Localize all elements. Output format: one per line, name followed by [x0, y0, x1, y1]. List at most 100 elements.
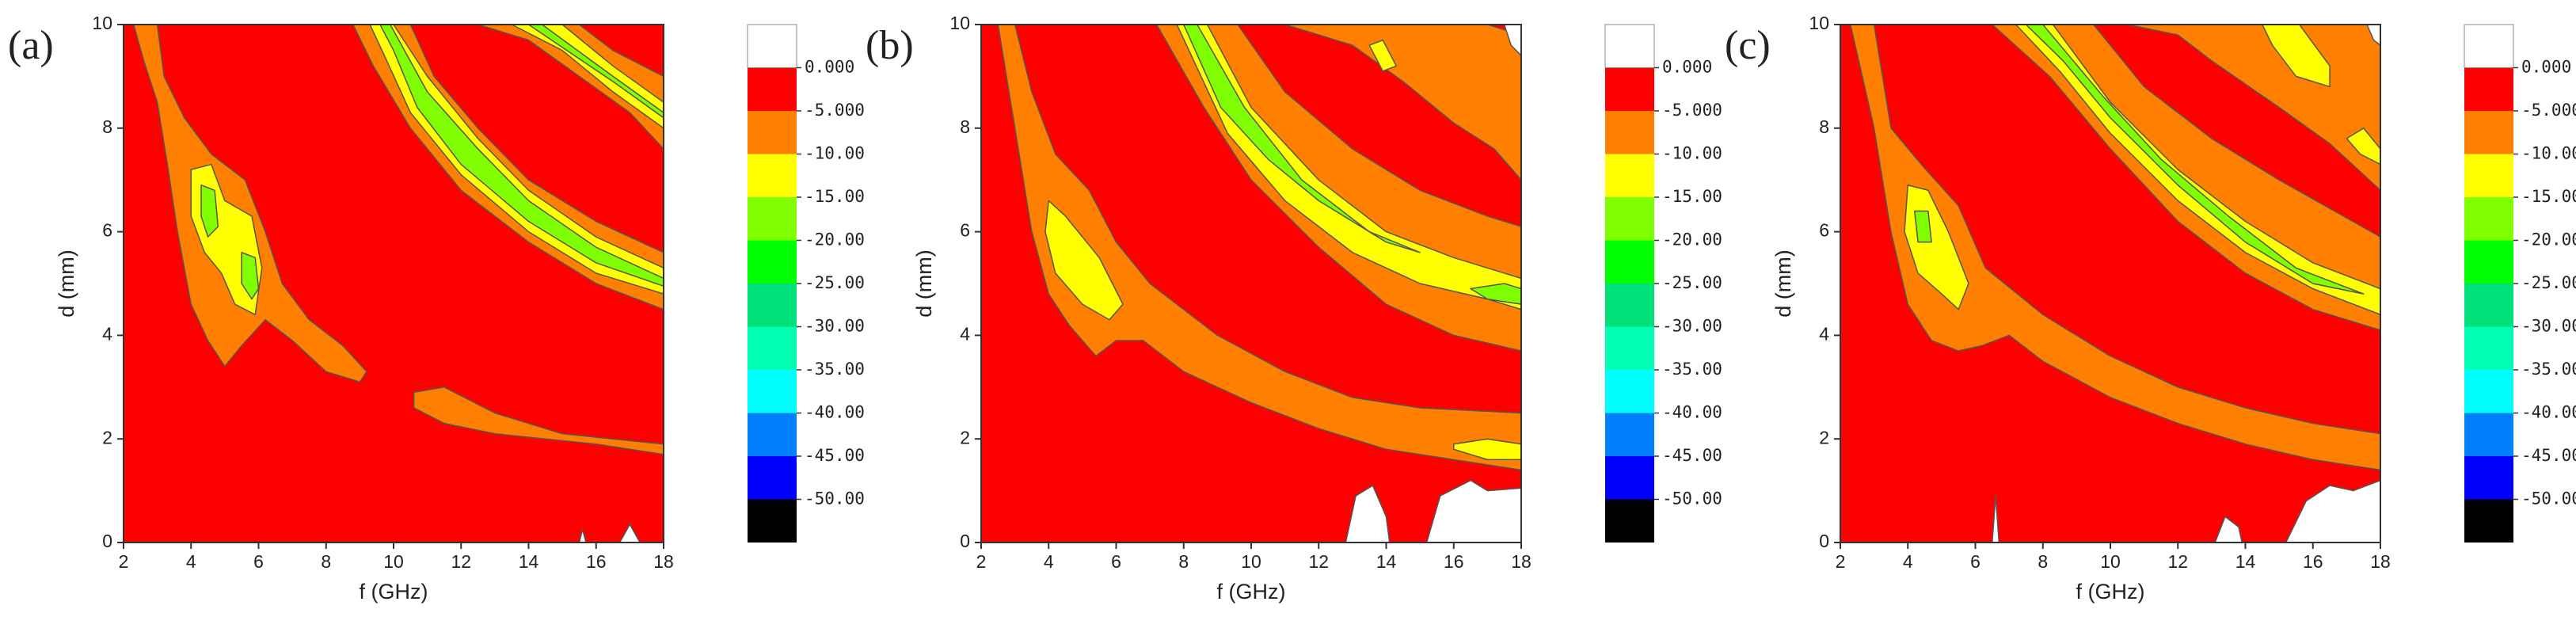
colorbar-swatch: [1605, 67, 1654, 111]
x-tick-label: 10: [383, 551, 404, 572]
panel-label: (b): [866, 23, 914, 68]
y-tick-label: 6: [1819, 220, 1829, 241]
colorbar-label: -50.00: [2521, 489, 2576, 508]
contour-region: [2025, 25, 2365, 295]
y-tick-label: 4: [1819, 323, 1829, 344]
colorbar-label: -15.00: [2521, 187, 2576, 206]
colorbar-label: -40.00: [2521, 403, 2576, 422]
y-tick-label: 10: [1809, 13, 1829, 33]
contour-region: [1425, 479, 1521, 543]
y-axis-label: d (mm): [912, 249, 936, 317]
colorbar-swatch: [1605, 284, 1654, 327]
colorbar-swatch: [747, 24, 797, 68]
contour-region: [1183, 25, 1421, 253]
x-tick-label: 2: [119, 551, 129, 572]
colorbar-label: -10.00: [805, 144, 865, 163]
colorbar-label: -25.00: [2521, 273, 2576, 292]
y-tick-label: 0: [960, 531, 970, 551]
y-axis-label: d (mm): [1771, 249, 1795, 317]
x-tick-label: 10: [1241, 551, 1261, 572]
contour-region: [241, 252, 260, 300]
colorbar-label: -45.00: [805, 446, 865, 465]
colorbar-swatch: [2464, 154, 2513, 197]
x-tick-label: 2: [1836, 551, 1846, 572]
x-tick-label: 6: [1970, 551, 1981, 572]
contour-region: [527, 25, 664, 119]
colorbar-swatch: [1605, 456, 1654, 500]
colorbar-swatch: [1605, 499, 1654, 543]
colorbar-swatch: [1605, 111, 1654, 154]
contour-region: [2366, 25, 2380, 46]
colorbar-swatch: [2464, 24, 2514, 68]
y-tick-label: 2: [960, 427, 970, 447]
colorbar-swatch: [748, 284, 797, 327]
colorbar-label: 0.000: [1662, 58, 1712, 77]
colorbar-swatch: [1605, 370, 1654, 413]
colorbar-label: -30.00: [2521, 317, 2576, 336]
colorbar-swatch: [1604, 24, 1655, 68]
y-tick-label: 8: [102, 116, 112, 137]
x-tick-label: 14: [1376, 551, 1397, 572]
contour-region: [124, 25, 664, 543]
contour-plot: [124, 25, 664, 543]
y-axis-label: d (mm): [55, 249, 78, 317]
colorbar-label: -15.00: [1662, 187, 1722, 206]
colorbar-label: 0.000: [2521, 58, 2571, 77]
x-tick-label: 10: [2100, 551, 2121, 572]
y-tick-label: 0: [102, 531, 112, 551]
colorbar-swatch: [2464, 370, 2513, 413]
contour-region: [1914, 210, 1932, 243]
x-tick-label: 8: [2038, 551, 2048, 572]
y-tick-label: 4: [960, 323, 970, 344]
y-tick-label: 0: [1819, 531, 1829, 551]
colorbar-label: -5.000: [2521, 101, 2576, 120]
x-tick-label: 18: [2370, 551, 2391, 572]
colorbar-label: -45.00: [1662, 446, 1722, 465]
x-tick-label: 2: [976, 551, 987, 572]
x-tick-label: 8: [1178, 551, 1189, 572]
colorbar-swatch: [748, 154, 797, 197]
contour-region: [1453, 438, 1521, 461]
x-tick-label: 12: [451, 551, 471, 572]
x-tick-label: 4: [1903, 551, 1913, 572]
contour-region: [1044, 200, 1124, 321]
colorbar-swatch: [748, 326, 797, 370]
x-tick-label: 6: [253, 551, 264, 572]
y-tick-label: 10: [949, 13, 970, 33]
colorbar-swatch: [2464, 240, 2513, 284]
y-tick-label: 6: [960, 220, 970, 241]
colorbar-swatch: [748, 197, 797, 241]
x-tick-label: 4: [1044, 551, 1054, 572]
colorbar-swatch: [2464, 67, 2513, 111]
x-tick-label: 16: [1444, 551, 1464, 572]
x-tick-label: 4: [186, 551, 196, 572]
colorbar-label: -5.000: [805, 101, 865, 120]
colorbar-label: -45.00: [2521, 446, 2576, 465]
contour-region: [2262, 25, 2331, 88]
colorbar-label: -15.00: [805, 187, 865, 206]
colorbar-swatch: [2464, 413, 2513, 456]
colorbar-swatch: [1605, 326, 1654, 370]
colorbar-label: -50.00: [1662, 489, 1722, 508]
x-tick-label: 18: [653, 551, 674, 572]
y-tick-label: 8: [1819, 116, 1829, 137]
contour-region: [2015, 25, 2380, 315]
contour-region: [133, 25, 367, 383]
colorbar-swatch: [1605, 154, 1654, 197]
x-tick-label: 16: [2303, 551, 2323, 572]
colorbar-swatch: [748, 456, 797, 500]
colorbar-label: -20.00: [2521, 230, 2576, 249]
contour-region: [200, 184, 219, 238]
colorbar-label: -30.00: [805, 317, 865, 336]
y-tick-label: 8: [960, 116, 970, 137]
contour-region: [1368, 39, 1398, 72]
colorbar-swatch: [748, 413, 797, 456]
colorbar-label: -20.00: [805, 230, 865, 249]
colorbar-swatch: [2464, 197, 2513, 241]
colorbar-swatch: [2464, 456, 2513, 500]
colorbar-swatch: [2464, 326, 2513, 370]
x-axis-label: f (GHz): [360, 580, 428, 603]
colorbar-label: -35.00: [2521, 360, 2576, 379]
contour-region: [1992, 495, 2000, 543]
colorbar-label: -40.00: [1662, 403, 1722, 422]
